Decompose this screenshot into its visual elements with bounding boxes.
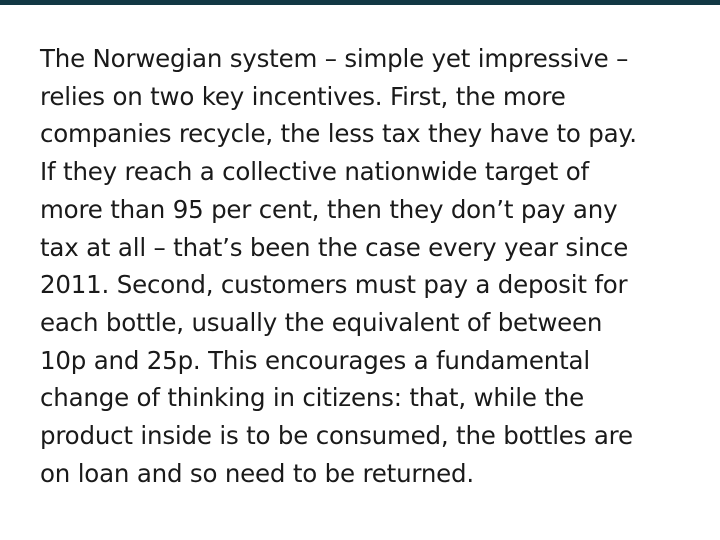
paragraph-line: more than 95 per cent, then they don’t p…	[40, 194, 618, 224]
paragraph-line: change of thinking in citizens: that, wh…	[40, 383, 584, 413]
paragraph-line: relies on two key incentives. First, the…	[40, 81, 566, 111]
paragraph-line: tax at all – that’s been the case every …	[40, 232, 629, 262]
paragraph-line: The Norwegian system – simple yet impres…	[40, 44, 629, 73]
paragraph-line: each bottle, usually the equivalent of b…	[40, 307, 603, 337]
paragraph-line: If they reach a collective nationwide ta…	[40, 157, 589, 187]
header-accent-bar	[0, 0, 720, 5]
paragraph-line: product inside is to be consumed, the bo…	[40, 421, 633, 451]
article-paragraph: The Norwegian system – simple yet impres…	[40, 40, 700, 492]
paragraph-line: 10p and 25p. This encourages a fundament…	[40, 345, 590, 375]
paragraph-line: on loan and so need to be returned.	[40, 458, 474, 488]
paragraph-line: companies recycle, the less tax they hav…	[40, 119, 637, 149]
paragraph-line: 2011. Second, customers must pay a depos…	[40, 270, 628, 300]
